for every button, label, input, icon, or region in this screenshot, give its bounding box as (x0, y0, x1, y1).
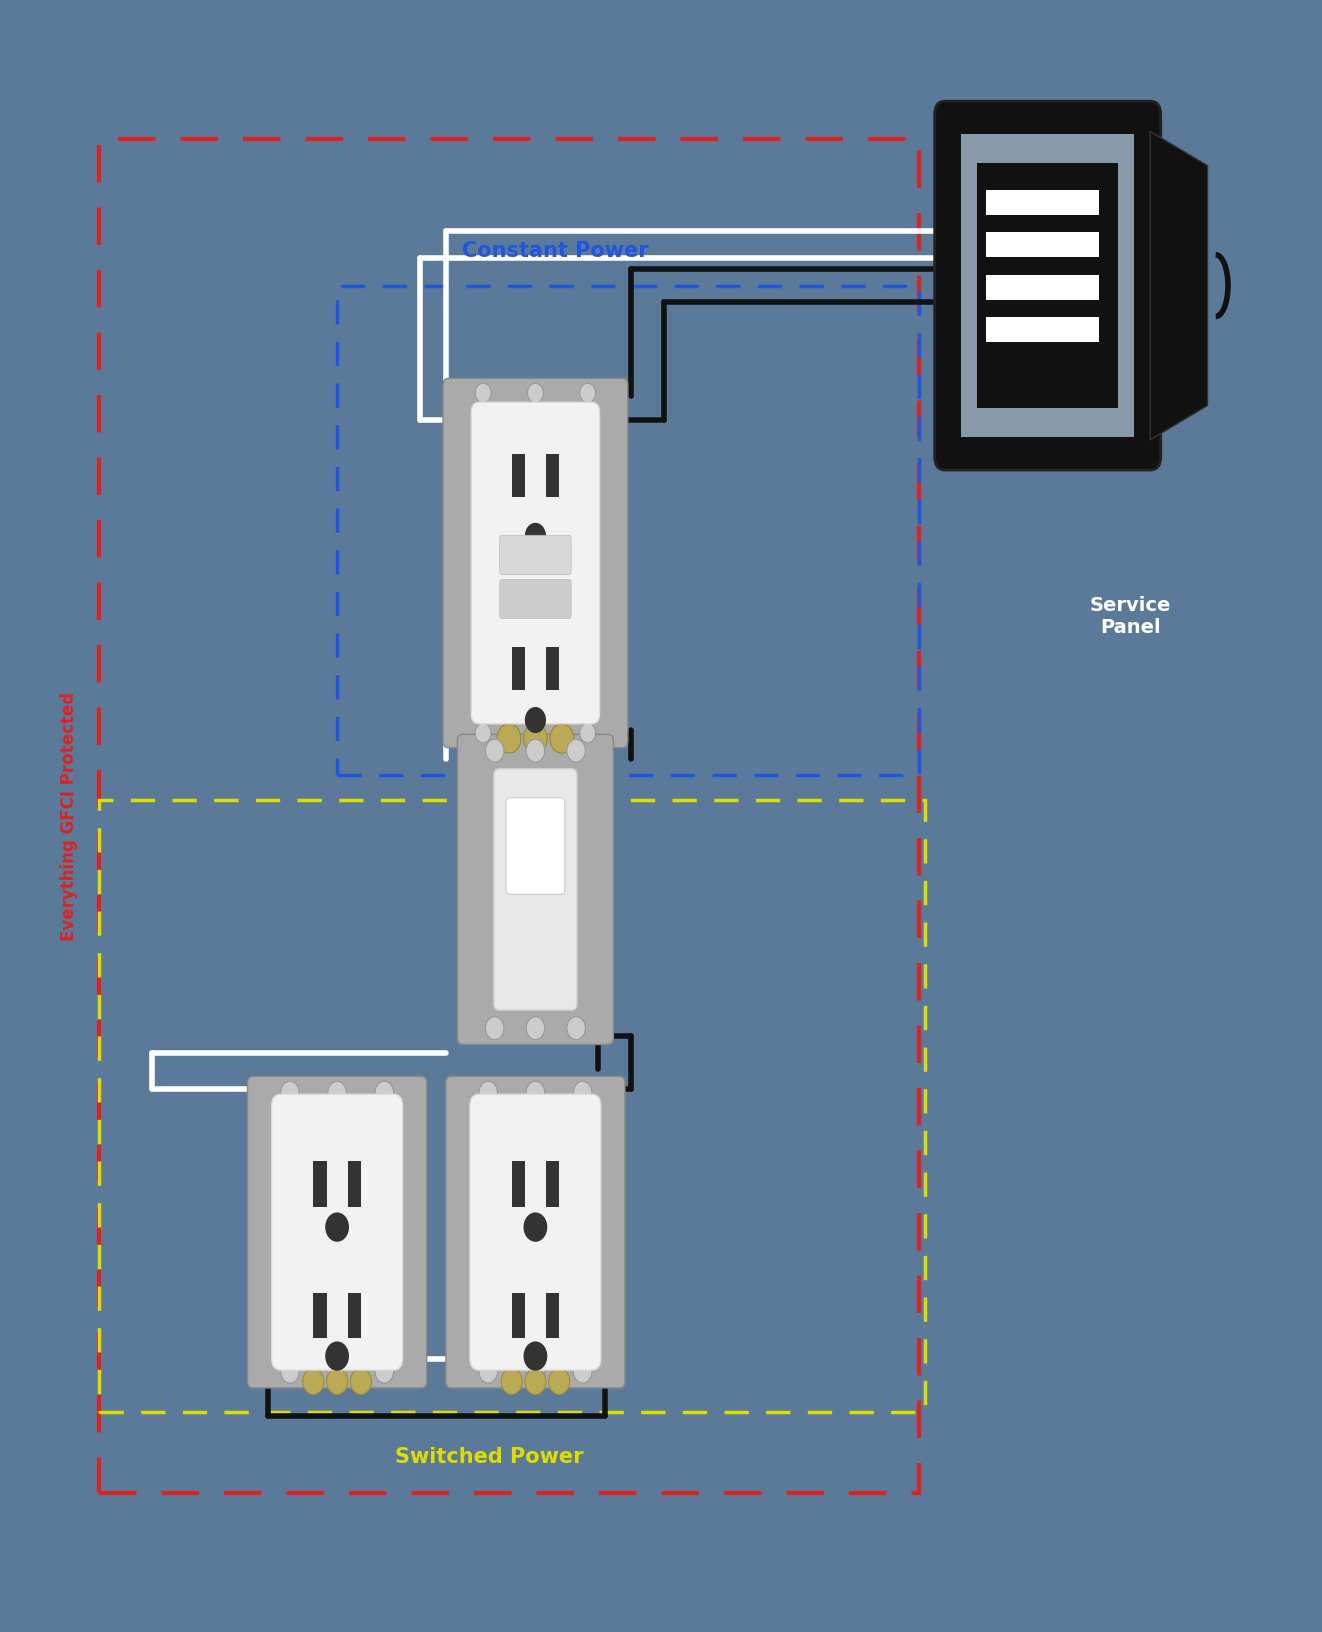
Text: Service
Panel: Service Panel (1089, 596, 1171, 636)
Circle shape (567, 1017, 586, 1040)
Circle shape (525, 1368, 546, 1394)
Circle shape (325, 1342, 349, 1371)
FancyBboxPatch shape (500, 535, 571, 574)
Circle shape (479, 1082, 497, 1105)
FancyBboxPatch shape (446, 1077, 625, 1387)
FancyBboxPatch shape (506, 798, 564, 894)
Circle shape (327, 1368, 348, 1394)
FancyBboxPatch shape (247, 1077, 427, 1387)
Circle shape (485, 1017, 504, 1040)
Bar (348, 1293, 361, 1338)
Circle shape (574, 1359, 592, 1382)
Bar (546, 1162, 559, 1208)
FancyBboxPatch shape (472, 403, 600, 725)
Circle shape (479, 1359, 497, 1382)
FancyBboxPatch shape (494, 769, 576, 1010)
Text: Everything GFCI Protected: Everything GFCI Protected (59, 692, 78, 940)
Bar (512, 1293, 525, 1338)
Bar (986, 274, 1099, 300)
Bar (99, 800, 925, 1412)
Circle shape (525, 522, 546, 548)
Bar (977, 163, 1118, 408)
Circle shape (526, 1082, 545, 1105)
Bar (986, 232, 1099, 258)
Circle shape (580, 384, 596, 403)
Circle shape (526, 739, 545, 762)
Bar (961, 134, 1134, 437)
Circle shape (524, 725, 547, 754)
Bar (348, 1162, 361, 1208)
Bar (337, 286, 919, 775)
Circle shape (280, 1082, 299, 1105)
Circle shape (350, 1368, 371, 1394)
Circle shape (574, 1082, 592, 1105)
Circle shape (527, 384, 543, 403)
FancyBboxPatch shape (457, 734, 613, 1044)
Text: Switched Power: Switched Power (395, 1448, 583, 1467)
Circle shape (497, 725, 521, 754)
Bar (546, 648, 559, 690)
Circle shape (524, 1342, 547, 1371)
Circle shape (524, 1213, 547, 1242)
Bar (986, 191, 1099, 215)
Circle shape (475, 723, 490, 743)
Circle shape (485, 739, 504, 762)
Circle shape (525, 707, 546, 733)
Bar (546, 454, 559, 496)
Circle shape (303, 1368, 324, 1394)
Bar (313, 1162, 327, 1208)
Circle shape (375, 1359, 394, 1382)
Bar (512, 454, 525, 496)
Circle shape (550, 725, 574, 754)
FancyBboxPatch shape (471, 1093, 602, 1371)
Bar (986, 317, 1099, 341)
Polygon shape (1150, 132, 1207, 441)
Circle shape (549, 1368, 570, 1394)
Circle shape (580, 723, 596, 743)
FancyBboxPatch shape (935, 101, 1161, 470)
Circle shape (328, 1359, 346, 1382)
Circle shape (280, 1359, 299, 1382)
Circle shape (375, 1082, 394, 1105)
FancyBboxPatch shape (272, 1093, 402, 1371)
Circle shape (526, 1017, 545, 1040)
Bar (512, 648, 525, 690)
Circle shape (527, 723, 543, 743)
Circle shape (526, 1359, 545, 1382)
Circle shape (501, 1368, 522, 1394)
Circle shape (567, 739, 586, 762)
FancyBboxPatch shape (500, 579, 571, 619)
Circle shape (325, 1213, 349, 1242)
Circle shape (328, 1082, 346, 1105)
Bar (512, 1162, 525, 1208)
Bar (313, 1293, 327, 1338)
FancyBboxPatch shape (443, 379, 628, 747)
Circle shape (475, 384, 490, 403)
Bar (99, 139, 919, 1493)
Bar (546, 1293, 559, 1338)
Text: Constant Power: Constant Power (461, 242, 649, 261)
